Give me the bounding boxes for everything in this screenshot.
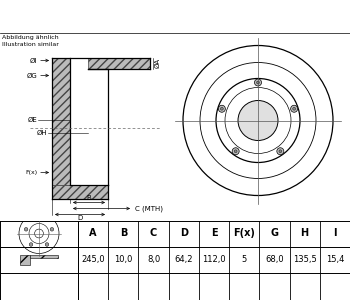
Text: 68,0: 68,0 xyxy=(265,255,284,264)
Text: C (MTH): C (MTH) xyxy=(135,205,163,212)
Text: ØE: ØE xyxy=(27,117,37,123)
Text: D: D xyxy=(180,229,188,238)
Text: G: G xyxy=(271,229,279,238)
Circle shape xyxy=(24,227,28,231)
Bar xyxy=(30,255,58,258)
Text: 15,4: 15,4 xyxy=(326,255,344,264)
Text: 245,0: 245,0 xyxy=(81,255,105,264)
Text: ØH: ØH xyxy=(36,130,47,136)
Text: ØI: ØI xyxy=(30,58,37,64)
Circle shape xyxy=(220,107,223,110)
Text: D: D xyxy=(77,215,83,221)
Circle shape xyxy=(290,105,298,112)
Circle shape xyxy=(238,100,278,140)
Text: H: H xyxy=(301,229,309,238)
Circle shape xyxy=(218,105,225,112)
Text: 135,5: 135,5 xyxy=(293,255,316,264)
Text: ØG: ØG xyxy=(26,73,37,79)
Circle shape xyxy=(50,227,54,231)
Text: 5: 5 xyxy=(241,255,247,264)
Circle shape xyxy=(277,148,284,155)
Text: B: B xyxy=(87,194,91,200)
Bar xyxy=(52,58,70,184)
Circle shape xyxy=(37,218,41,222)
Circle shape xyxy=(254,79,261,86)
Text: Abbildung ähnlich: Abbildung ähnlich xyxy=(2,35,59,40)
Bar xyxy=(88,58,150,68)
Circle shape xyxy=(257,81,259,84)
Text: 112,0: 112,0 xyxy=(202,255,226,264)
Text: E: E xyxy=(211,229,217,238)
Circle shape xyxy=(234,150,237,153)
Bar xyxy=(52,184,108,199)
Text: C: C xyxy=(150,229,157,238)
Text: I: I xyxy=(333,229,337,238)
Text: 10,0: 10,0 xyxy=(114,255,133,264)
Text: F(x): F(x) xyxy=(233,229,255,238)
Circle shape xyxy=(293,107,295,110)
Text: Illustration similar: Illustration similar xyxy=(2,41,59,46)
Text: ØA: ØA xyxy=(155,58,161,68)
Text: 510201: 510201 xyxy=(231,8,294,23)
Text: A: A xyxy=(89,229,97,238)
Circle shape xyxy=(279,150,282,153)
Text: 8,0: 8,0 xyxy=(147,255,160,264)
Text: F(x): F(x) xyxy=(25,170,37,175)
Circle shape xyxy=(45,243,49,246)
Text: 64,2: 64,2 xyxy=(175,255,193,264)
Text: B: B xyxy=(120,229,127,238)
Text: 24.0310-0201.1: 24.0310-0201.1 xyxy=(66,8,200,23)
Circle shape xyxy=(232,148,239,155)
Circle shape xyxy=(29,243,33,246)
Bar xyxy=(20,255,30,265)
